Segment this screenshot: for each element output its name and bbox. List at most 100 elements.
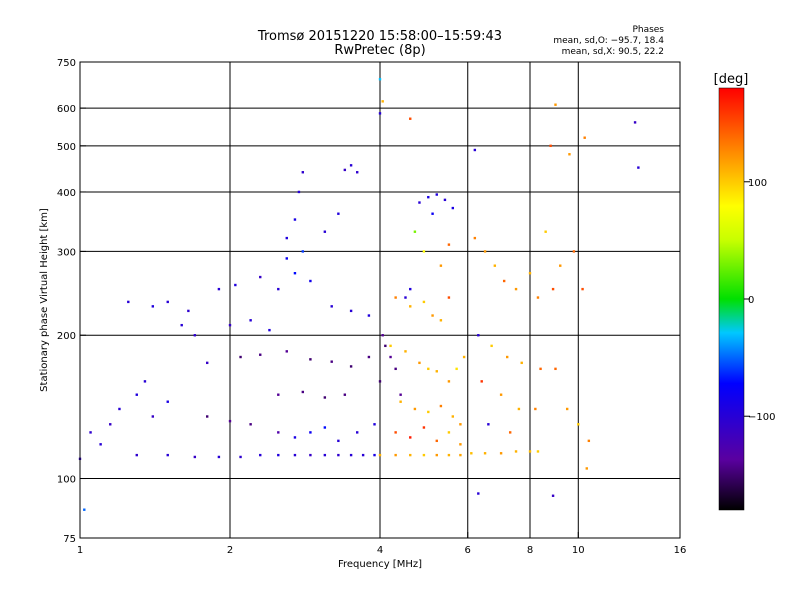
data-point [301, 171, 305, 174]
data-point [349, 453, 353, 457]
data-point [514, 450, 518, 453]
data-point [551, 287, 555, 291]
data-point [447, 380, 451, 383]
data-point [585, 467, 588, 470]
data-point [404, 296, 407, 299]
grid-lines [80, 62, 680, 538]
data-point [259, 275, 262, 279]
data-point [473, 148, 477, 152]
data-point [309, 358, 312, 361]
data-point [459, 453, 462, 457]
data-point [409, 117, 412, 120]
data-point [427, 367, 430, 371]
data-point [239, 455, 242, 459]
x-tick-label: 8 [527, 545, 533, 556]
y-tick-label: 750 [57, 58, 76, 69]
data-point [166, 400, 169, 403]
y-tick-label: 400 [57, 188, 76, 199]
data-point [384, 344, 387, 348]
data-point [477, 492, 480, 495]
data-point [166, 453, 169, 457]
data-point [480, 380, 483, 383]
y-axis-label: Stationary phase Virtual Height [km] [39, 208, 50, 392]
data-point [447, 453, 451, 457]
data-point [285, 257, 288, 260]
data-point [514, 287, 518, 291]
data-point [330, 360, 333, 363]
data-point [349, 309, 353, 313]
x-axis-ticks: 1 2 4 6 8 10 16 [77, 532, 686, 556]
data-point [637, 166, 640, 169]
data-point [439, 404, 443, 408]
data-point [99, 443, 102, 446]
data-point [539, 367, 542, 371]
data-point [234, 283, 237, 287]
data-point [462, 355, 466, 359]
data-point [389, 355, 392, 359]
data-point [399, 400, 402, 403]
y-tick-label: 500 [57, 142, 76, 153]
data-point [205, 361, 209, 365]
data-point [413, 407, 417, 411]
data-point [493, 264, 497, 267]
data-point [439, 264, 443, 267]
data-point [568, 153, 571, 156]
data-point [422, 453, 426, 457]
stats-o: mean, sd,O: −95.7, 18.4 [553, 36, 664, 46]
data-point [228, 323, 232, 327]
stats-title: Phases [632, 25, 664, 35]
data-point [127, 300, 130, 304]
data-point [399, 393, 402, 396]
data-point [572, 250, 576, 253]
stats-x: mean, sd,X: 90.5, 22.2 [562, 47, 664, 57]
data-point [135, 393, 138, 396]
data-point [499, 452, 503, 455]
data-point [490, 344, 493, 348]
colorbar [718, 87, 745, 511]
x-tick-label: 1 [77, 545, 83, 556]
data-point [483, 452, 487, 455]
data-point [249, 319, 252, 322]
data-point [473, 236, 477, 240]
colorbar-label: [deg] [714, 72, 749, 87]
data-point [381, 334, 384, 337]
data-point [409, 305, 412, 308]
data-point [187, 309, 190, 313]
data-point [205, 415, 209, 418]
data-point [373, 423, 376, 426]
data-point [337, 212, 340, 215]
data-point [520, 361, 523, 365]
data-point [293, 436, 297, 439]
data-point [217, 287, 221, 291]
data-point [470, 452, 473, 455]
data-point [309, 431, 312, 434]
data-point [323, 426, 327, 429]
data-point [193, 455, 197, 459]
data-point [239, 355, 242, 359]
data-point [268, 328, 271, 332]
chart-title-line1: Tromsø 20151220 15:58:00–15:59:43 [257, 29, 502, 44]
colorbar-tick-label: 100 [748, 178, 767, 189]
data-point [418, 361, 421, 365]
data-point [508, 431, 512, 434]
data-point [443, 198, 447, 202]
data-point [367, 355, 371, 359]
data-point [337, 453, 340, 457]
colorbar-tick-label: 0 [748, 295, 754, 306]
data-point [166, 300, 169, 304]
chart-title-line2: RwPretec (8p) [334, 43, 425, 58]
data-point [277, 431, 280, 434]
data-point [277, 393, 280, 396]
colorbar-ticks: 100 0 −100 [744, 178, 775, 423]
data-point [355, 431, 359, 434]
x-axis-label: Frequency [MHz] [338, 559, 422, 570]
data-point [451, 206, 455, 210]
data-point [459, 423, 462, 426]
data-point [435, 439, 438, 443]
data-point [577, 423, 580, 426]
data-point [349, 365, 353, 368]
data-point [277, 287, 280, 291]
y-tick-label: 600 [57, 104, 76, 115]
data-point [309, 279, 312, 283]
x-tick-label: 4 [377, 545, 383, 556]
